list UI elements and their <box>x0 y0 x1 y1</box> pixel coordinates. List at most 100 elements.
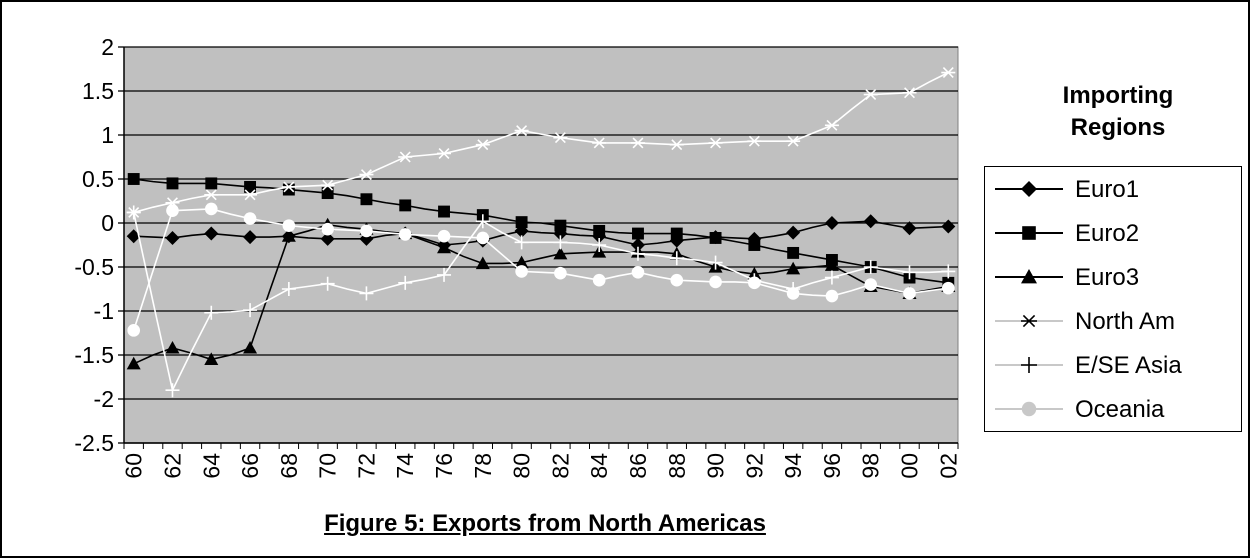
x-tick-label: 88 <box>664 453 690 479</box>
data-point-euro2 <box>127 173 140 185</box>
data-point-north-am <box>475 139 490 151</box>
data-point-euro2 <box>244 180 257 193</box>
legend-label: Euro3 <box>1075 264 1139 291</box>
figure-caption: Figure 5: Exports from North Americas <box>324 510 766 537</box>
x-tick-label: 72 <box>353 453 379 479</box>
data-point-oceania <box>554 266 567 280</box>
y-tick-label: -1.5 <box>74 342 114 368</box>
legend-title-line-2: Regions <box>1070 114 1166 141</box>
data-point-euro1 <box>243 230 258 245</box>
data-point-euro1 <box>165 230 180 245</box>
data-point-e-se-asia <box>281 282 296 296</box>
data-point-oceania <box>476 231 490 245</box>
data-point-euro2 <box>438 205 450 218</box>
data-point-e-se-asia <box>475 214 490 229</box>
data-point-oceania <box>903 287 916 300</box>
legend-label: Oceania <box>1075 396 1165 423</box>
data-point-e-se-asia <box>630 246 645 261</box>
legend-marker <box>1021 269 1037 284</box>
data-point-e-se-asia <box>437 267 452 282</box>
data-point-euro2 <box>554 219 567 232</box>
data-point-euro3 <box>243 340 258 354</box>
data-point-north-am <box>553 132 568 144</box>
data-point-oceania <box>204 202 218 216</box>
data-point-euro3 <box>126 356 141 370</box>
x-tick-label: 02 <box>935 453 961 479</box>
data-point-euro2 <box>632 227 644 240</box>
legend-item-euro3: Euro3 <box>995 264 1139 291</box>
data-point-oceania <box>786 287 800 300</box>
data-point-north-am <box>824 119 839 131</box>
data-point-euro2 <box>670 227 683 240</box>
data-point-euro3 <box>824 258 839 271</box>
data-point-oceania <box>748 276 761 290</box>
data-point-e-se-asia <box>398 275 413 290</box>
legend-label: North Am <box>1075 308 1175 335</box>
legend-entries: Euro1 Euro2 Euro3 North Am E/SE Asia Oceania <box>995 176 1182 423</box>
data-point-oceania <box>166 204 179 217</box>
data-point-e-se-asia <box>514 235 529 250</box>
data-point-euro2 <box>360 193 373 206</box>
data-point-e-se-asia <box>592 238 607 252</box>
series-line-euro1 <box>133 220 949 246</box>
data-point-euro2 <box>166 177 179 190</box>
data-point-oceania <box>825 289 839 303</box>
data-point-e-se-asia <box>243 303 258 318</box>
data-point-e-se-asia <box>863 260 878 274</box>
data-point-e-se-asia <box>320 276 335 291</box>
series-line-north-am <box>133 71 949 214</box>
data-point-e-se-asia <box>553 235 568 250</box>
legend-item-euro2: Euro2 <box>995 220 1139 247</box>
y-tick-label: 0.5 <box>82 166 114 192</box>
data-point-e-se-asia <box>204 305 219 320</box>
legend-marker <box>1022 226 1036 240</box>
data-point-oceania <box>127 324 140 337</box>
data-point-euro3 <box>553 246 568 260</box>
legend-marker <box>1021 181 1037 197</box>
legend-title: Importing Regions <box>998 80 1238 144</box>
x-tick-label: 82 <box>547 453 573 479</box>
data-point-euro3 <box>281 229 296 242</box>
x-tick-label: 78 <box>470 453 496 479</box>
x-tick-label: 96 <box>819 453 845 479</box>
data-point-oceania <box>515 265 528 278</box>
legend-marker <box>1021 314 1037 328</box>
x-tick-label: 00 <box>897 453 923 479</box>
data-point-euro2 <box>399 199 412 212</box>
series-line-e-se-asia <box>132 212 949 393</box>
data-point-euro1 <box>320 231 335 246</box>
data-point-e-se-asia <box>669 251 684 266</box>
data-point-euro2 <box>593 224 606 237</box>
legend-label: Euro1 <box>1075 176 1139 203</box>
data-point-north-am <box>669 139 684 151</box>
data-point-euro1 <box>941 219 956 234</box>
data-point-north-am <box>398 151 413 163</box>
data-point-euro2 <box>787 246 800 259</box>
data-point-oceania <box>360 224 373 238</box>
x-tick-label: 64 <box>198 453 224 479</box>
data-point-north-am <box>630 137 645 149</box>
series-line-euro2 <box>133 178 949 284</box>
data-point-euro1 <box>786 225 801 240</box>
data-point-euro3 <box>786 261 801 275</box>
data-point-euro3 <box>437 240 452 254</box>
data-point-e-se-asia <box>941 264 956 279</box>
legend-label: E/SE Asia <box>1075 352 1182 379</box>
y-tick-label: 0 <box>101 210 114 236</box>
data-point-euro1 <box>902 221 917 236</box>
data-point-euro1 <box>630 238 645 252</box>
x-tick-label: 68 <box>276 453 302 479</box>
series-line-euro3 <box>133 223 949 365</box>
data-point-euro3 <box>475 256 490 270</box>
data-point-oceania <box>942 281 955 295</box>
data-point-e-se-asia <box>359 286 374 301</box>
legend: Euro1 Euro2 Euro3 North Am E/SE Asia Oceania <box>984 166 1242 432</box>
y-tick-label: 1 <box>101 122 114 148</box>
y-tick-label: -2 <box>94 386 114 412</box>
data-point-north-am <box>243 189 258 201</box>
data-point-north-am <box>902 87 917 99</box>
x-tick-label: 80 <box>509 453 535 479</box>
data-point-euro1 <box>126 229 141 244</box>
x-tick-label: 92 <box>741 453 767 479</box>
